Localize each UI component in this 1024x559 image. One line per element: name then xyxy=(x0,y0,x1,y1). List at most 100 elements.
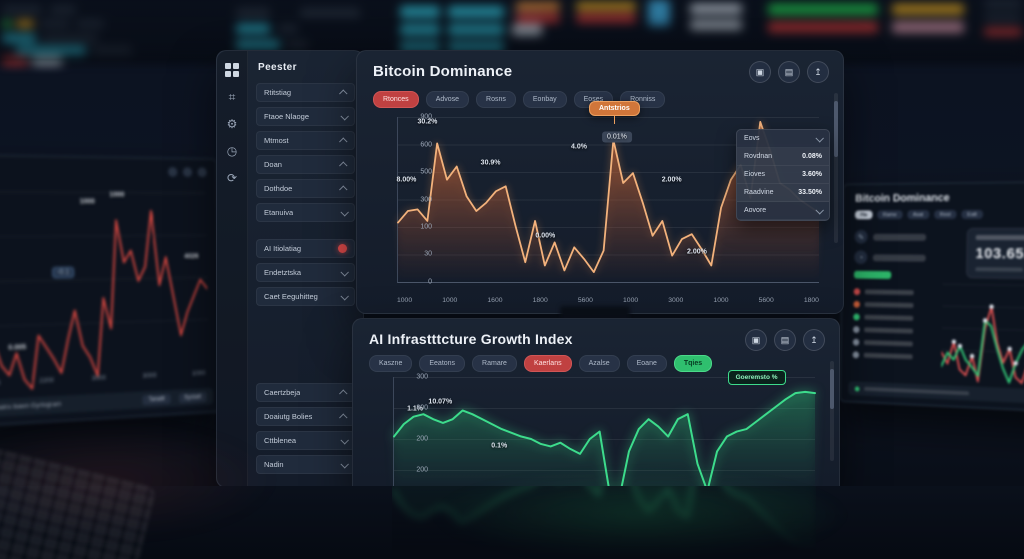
legend-row[interactable] xyxy=(852,338,913,348)
tab[interactable]: Rame xyxy=(877,210,903,220)
sidebar-item[interactable]: Dothdoe xyxy=(256,179,355,198)
dropdown-row-value: 33.50% xyxy=(798,189,822,196)
y-tick: 100 xyxy=(420,223,432,231)
x-tick: 1800 xyxy=(803,297,819,304)
circle-icon[interactable] xyxy=(167,166,178,177)
dropdown-row-label: Rovdnan xyxy=(744,153,773,160)
red-dot-badge xyxy=(338,244,347,253)
chart-annotation: 0.00% xyxy=(535,232,556,240)
filter-pill[interactable]: Eeatons xyxy=(419,355,466,372)
series-badge[interactable]: Goeremsto % xyxy=(727,369,786,385)
clock-icon[interactable]: ◷ xyxy=(226,144,238,158)
tab[interactable]: Asat xyxy=(907,210,930,220)
legend-row[interactable] xyxy=(852,326,914,335)
filter-pill[interactable]: Eoane xyxy=(626,355,667,372)
status-bar xyxy=(864,386,970,396)
sidebar-item[interactable]: Doan xyxy=(256,155,355,174)
sidebar-item-label: Dothdoe xyxy=(264,184,293,193)
peak-callout-tag[interactable]: Antstrios xyxy=(589,101,640,124)
sidebar-menu: Peester Rtitstiag Ftaoe Nlaoge Mtmost Do… xyxy=(248,51,363,487)
camera-icon[interactable]: ▣ xyxy=(749,61,771,83)
chart-annotation: -0.1 xyxy=(52,266,75,279)
circle-icon[interactable] xyxy=(182,167,193,178)
dropdown-header[interactable]: Eovs xyxy=(737,130,829,148)
sidebar-item[interactable]: Rtitstiag xyxy=(256,83,355,102)
circle-icon[interactable] xyxy=(197,167,207,178)
sidebar-item[interactable]: Nadin xyxy=(256,455,355,474)
columns-icon[interactable]: ▤ xyxy=(774,329,796,351)
circle-icon[interactable]: ◔ xyxy=(854,250,868,265)
dropdown-row[interactable]: Raadvine 33.50% xyxy=(737,184,829,202)
tab[interactable]: Eatt xyxy=(961,209,983,219)
footer-button[interactable]: Systatt xyxy=(178,391,207,403)
filter-pill[interactable]: Rtonces xyxy=(373,91,419,108)
y-tick: 0 xyxy=(428,278,432,286)
camera-icon[interactable]: ▣ xyxy=(745,329,767,351)
y-tick: 200 xyxy=(416,435,428,443)
chart-icon[interactable]: ⌗ xyxy=(228,90,236,104)
sidebar-item[interactable]: Ftaoe Nlaoge xyxy=(256,107,355,126)
chevron-down-icon xyxy=(340,111,349,121)
sidebar-item[interactable]: Mtmost xyxy=(256,131,355,150)
pencil-icon[interactable]: ✎ xyxy=(854,229,868,244)
sidebar-item[interactable]: Caet Eeguhitteg xyxy=(256,287,355,306)
sidebar-item[interactable]: Doaiutg Bolies xyxy=(256,407,355,426)
y-tick: 600 xyxy=(420,141,432,149)
filter-pills: Rtonces Advose Rosns Eonbay Eoses Ronnis… xyxy=(373,91,666,108)
panel-scrollbar[interactable] xyxy=(834,93,838,243)
dropdown-footer-label: Aovore xyxy=(744,207,767,214)
filter-pill[interactable]: Advose xyxy=(425,91,470,108)
right-background-monitor: Bitcoin Dominance Ha Rame Asat Rest Eatt… xyxy=(838,180,1024,415)
share-icon[interactable]: ↥ xyxy=(803,329,825,351)
chevron-down-icon xyxy=(340,459,349,469)
x-tick: 5600 xyxy=(758,297,774,304)
columns-icon[interactable]: ▤ xyxy=(778,61,800,83)
ai-growth-index-panel: AI Infrastttcture Growth Index Kaszne Ee… xyxy=(352,318,840,505)
filter-pill[interactable]: Azalse xyxy=(578,355,620,372)
legend-row[interactable] xyxy=(853,313,914,321)
filter-pill[interactable]: Ramare xyxy=(472,355,517,372)
dropdown-row[interactable]: Eioves 3.60% xyxy=(737,166,829,184)
filter-pill[interactable]: Kaszne xyxy=(369,355,413,372)
sidebar-item-ai[interactable]: AI Itiolatiag xyxy=(256,239,355,258)
sidebar-item-label: Ftaoe Nlaoge xyxy=(264,112,310,121)
chevron-up-icon xyxy=(339,388,348,398)
chart-annotation: 1.1% xyxy=(407,405,424,413)
sidebar-item[interactable]: Caertzbeja xyxy=(256,383,355,402)
share-icon[interactable]: ↥ xyxy=(807,61,829,83)
legend-dot-icon xyxy=(853,300,860,308)
legend-row[interactable] xyxy=(853,288,914,296)
right-monitor-controls: ✎ ◔ xyxy=(853,229,942,280)
footer-button[interactable]: Tanalit xyxy=(142,393,171,405)
stat-value: 103.65.% xyxy=(975,245,1024,263)
main-chart-x-axis: 1000 1000 1600 1800 5600 1000 3000 1000 … xyxy=(397,297,819,304)
chart-annotation: 10.07% xyxy=(428,398,453,406)
filter-pill[interactable]: Rosns xyxy=(476,91,516,108)
dropdown-row[interactable]: Rovdnan 0.08% xyxy=(737,148,829,166)
sidebar-item[interactable]: Cttblenea xyxy=(256,431,355,450)
legend-label-bar xyxy=(864,314,914,321)
filter-pill[interactable]: Tqies xyxy=(673,355,713,372)
filter-pill[interactable]: Kaerlans xyxy=(523,355,572,372)
tab[interactable]: Ha xyxy=(854,210,873,220)
gear-icon[interactable]: ⚙ xyxy=(226,117,238,131)
dropdown-footer[interactable]: Aovore xyxy=(737,202,829,220)
dropdown-row-value: 3.60% xyxy=(802,171,822,178)
tab[interactable]: Rest xyxy=(933,210,957,220)
windows-icon[interactable] xyxy=(225,63,239,77)
right-monitor-line-chart xyxy=(940,284,1024,428)
panel-scrollbar[interactable] xyxy=(830,361,834,461)
legend-row[interactable] xyxy=(852,351,913,360)
sidebar-item[interactable]: Endetztska xyxy=(256,263,355,282)
refresh-icon[interactable]: ⟳ xyxy=(226,171,238,185)
right-monitor-title: Bitcoin Dominance xyxy=(855,192,950,205)
dropdown-row-value: 0.08% xyxy=(802,153,822,160)
legend-dot-icon xyxy=(853,313,860,321)
legend-label-bar xyxy=(864,302,914,308)
sidebar-item[interactable]: Etanuiva xyxy=(256,203,355,222)
main-chart-annotations: 8.00% 30.2% 30.9% 0.00% 4.0% 0.01% 2.00% 2.00% xyxy=(396,117,819,282)
filter-pill[interactable]: Eonbay xyxy=(522,91,567,108)
legend-row[interactable] xyxy=(853,300,914,309)
green-mini-button[interactable] xyxy=(853,270,892,280)
